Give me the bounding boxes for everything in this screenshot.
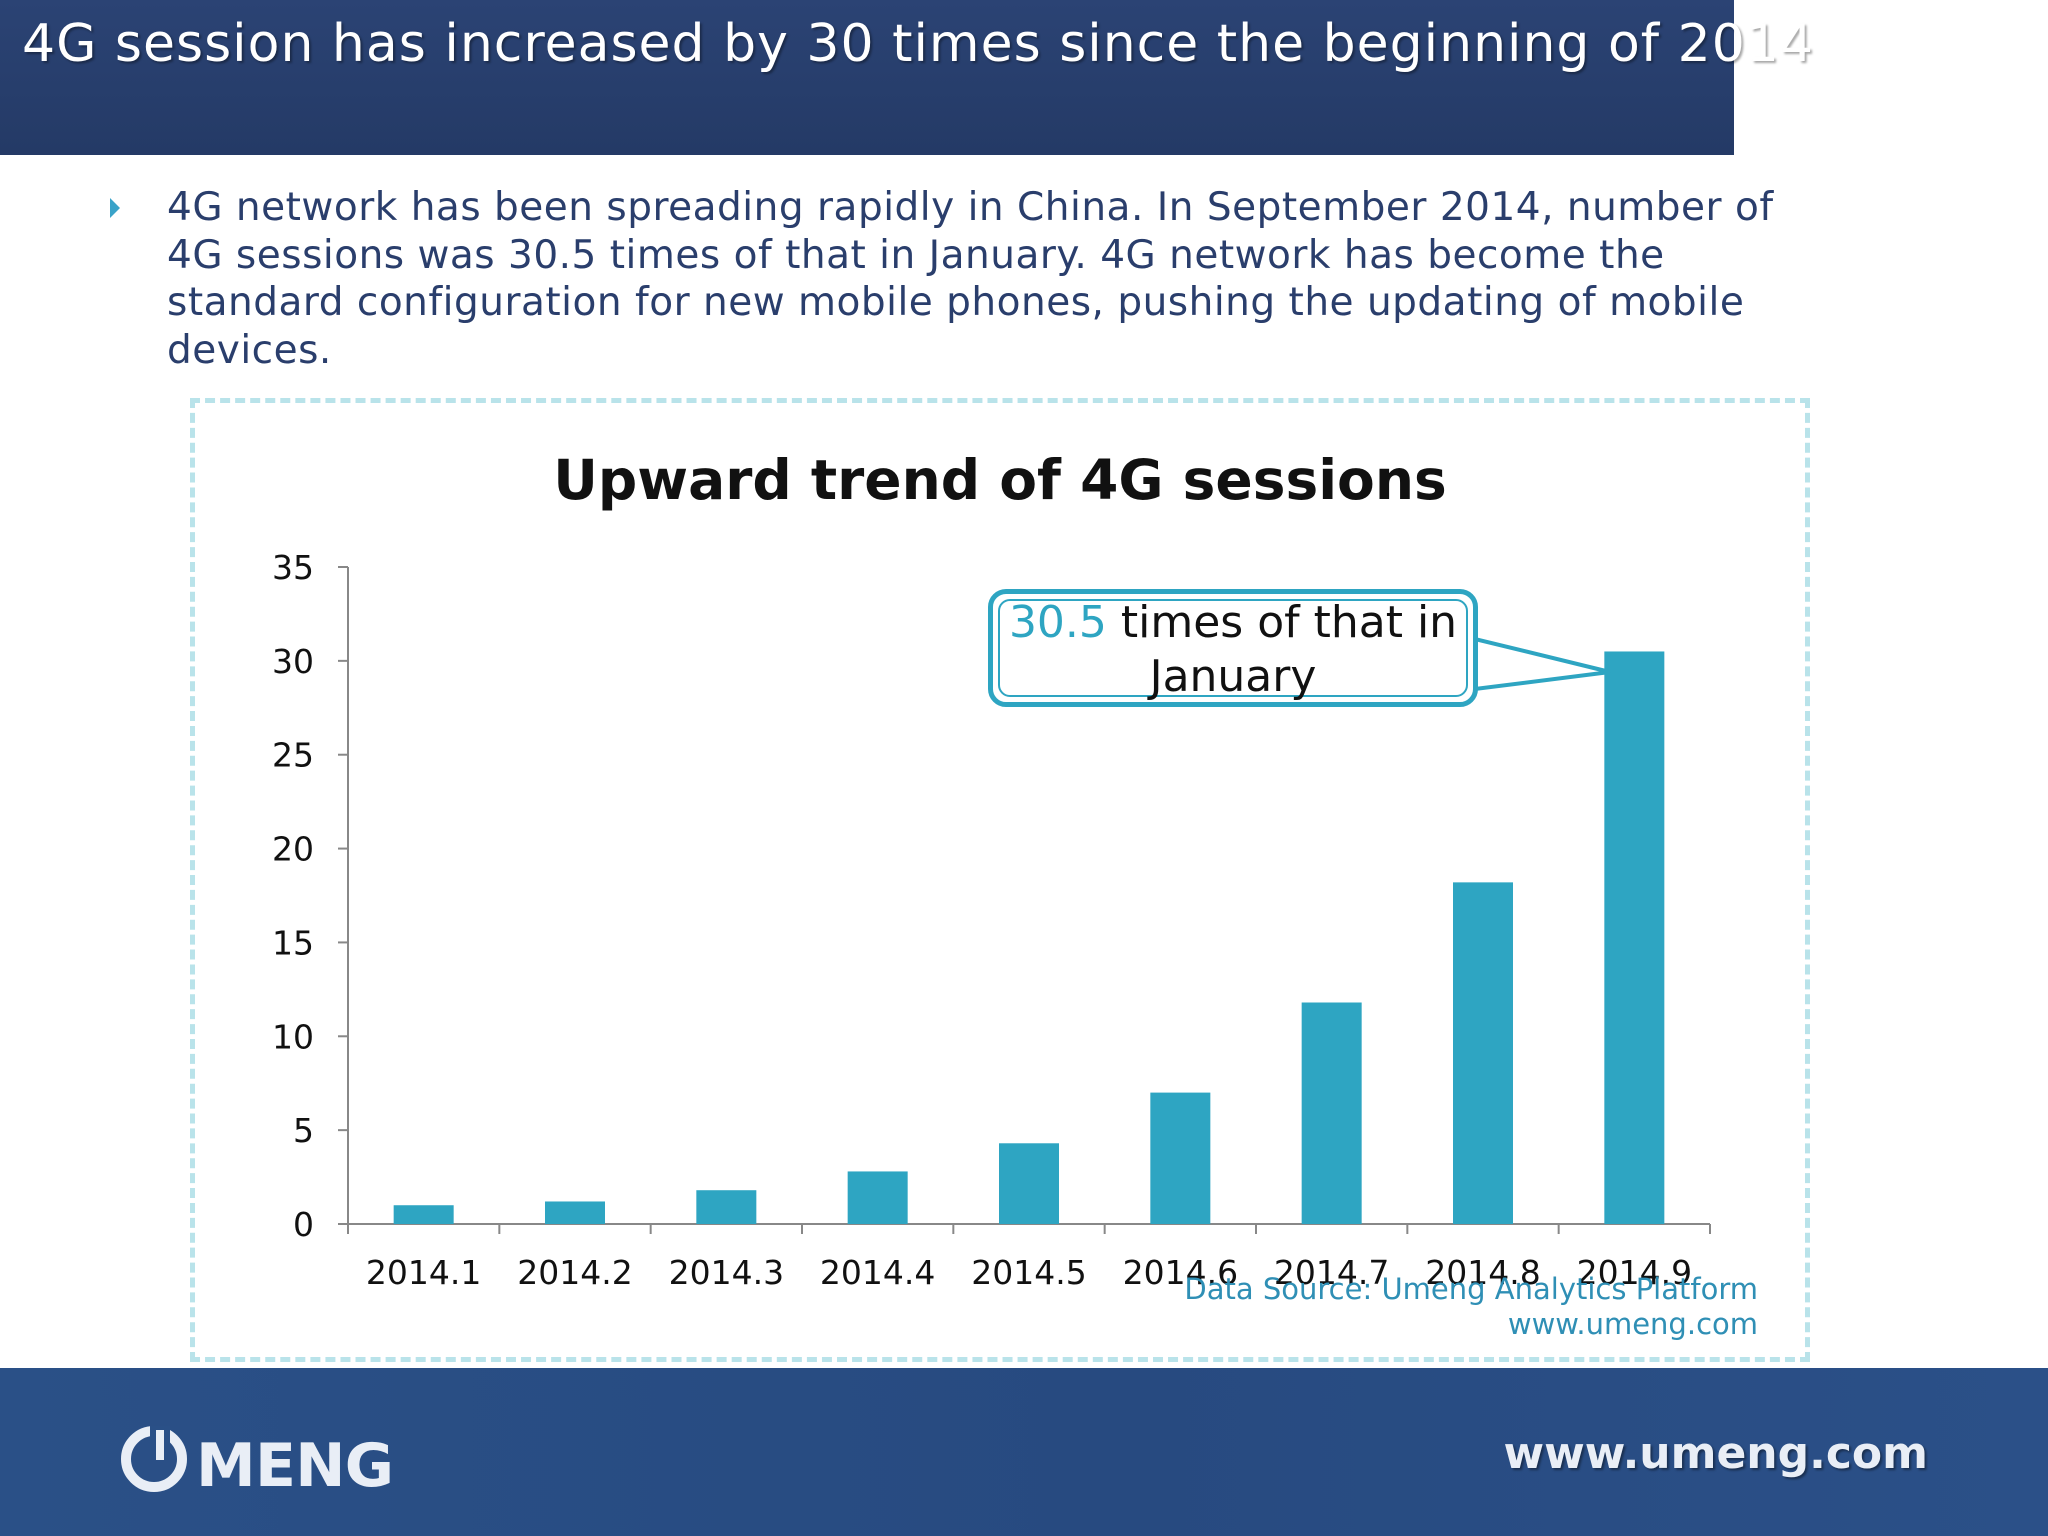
x-tick-label: 2014.1 bbox=[366, 1253, 481, 1292]
bullet-triangle-icon bbox=[110, 198, 120, 218]
bar-2014.6 bbox=[1150, 1092, 1211, 1224]
umeng-logo: MENG bbox=[121, 1426, 396, 1494]
x-tick-label: 2014.8 bbox=[1425, 1253, 1540, 1292]
x-tick-label: 2014.7 bbox=[1274, 1253, 1389, 1292]
bar-2014.8 bbox=[1453, 882, 1513, 1224]
bar-2014.5 bbox=[999, 1143, 1059, 1224]
callout-number: 30.5 bbox=[1008, 597, 1107, 648]
callout-inner-border bbox=[998, 599, 1468, 697]
footer-band bbox=[0, 1368, 2048, 1536]
callout-pointer bbox=[1473, 636, 1611, 692]
x-tick-label: 2014.5 bbox=[971, 1253, 1086, 1292]
y-tick-label: 10 bbox=[272, 1017, 314, 1056]
y-tick-label: 30 bbox=[272, 642, 314, 681]
y-tick-label: 35 bbox=[272, 548, 314, 587]
y-tick-label: 15 bbox=[272, 923, 314, 962]
callout-text: 30.5 times of that in January bbox=[993, 594, 1473, 704]
header-band: 4G session has increased by 30 times sin… bbox=[0, 0, 1813, 155]
bar-2014.7 bbox=[1301, 1002, 1362, 1224]
x-tick-label: 2014.2 bbox=[517, 1253, 632, 1292]
x-tick-label: 2014.6 bbox=[1123, 1253, 1238, 1292]
data-source-line1: Data Source: Umeng Analytics Platform bbox=[1184, 1272, 1758, 1306]
bullet-text: 4G network has been spreading rapidly in… bbox=[167, 185, 1774, 373]
x-tick-label: 2014.3 bbox=[669, 1253, 784, 1292]
bar-2014.9 bbox=[1604, 651, 1665, 1224]
y-tick-label: 25 bbox=[272, 736, 314, 775]
chart-frame bbox=[190, 398, 1810, 1362]
bar-2014.1 bbox=[393, 1205, 454, 1224]
bar-2014.4 bbox=[847, 1171, 908, 1224]
chart-title: Upward trend of 4G sessions bbox=[553, 448, 1447, 512]
data-source-url: www.umeng.com bbox=[1507, 1307, 1758, 1341]
callout-caption: times of that in January bbox=[1106, 597, 1458, 702]
x-tick-label: 2014.4 bbox=[820, 1253, 935, 1292]
y-tick-label: 20 bbox=[272, 830, 314, 869]
bar-2014.3 bbox=[696, 1190, 757, 1224]
bar-2014.2 bbox=[545, 1201, 605, 1224]
y-tick-label: 5 bbox=[293, 1111, 314, 1150]
data-source: Data Source: Umeng Analytics Platform ww… bbox=[1184, 1272, 1758, 1342]
logo-wordmark: MENG bbox=[196, 1431, 396, 1494]
callout-box: 30.5 times of that in January bbox=[988, 589, 1478, 707]
y-tick-label: 0 bbox=[293, 1205, 314, 1244]
x-tick-label: 2014.9 bbox=[1577, 1253, 1692, 1292]
footer-url: www.umeng.com bbox=[1503, 1428, 1928, 1479]
page-title: 4G session has increased by 30 times sin… bbox=[22, 14, 1814, 74]
